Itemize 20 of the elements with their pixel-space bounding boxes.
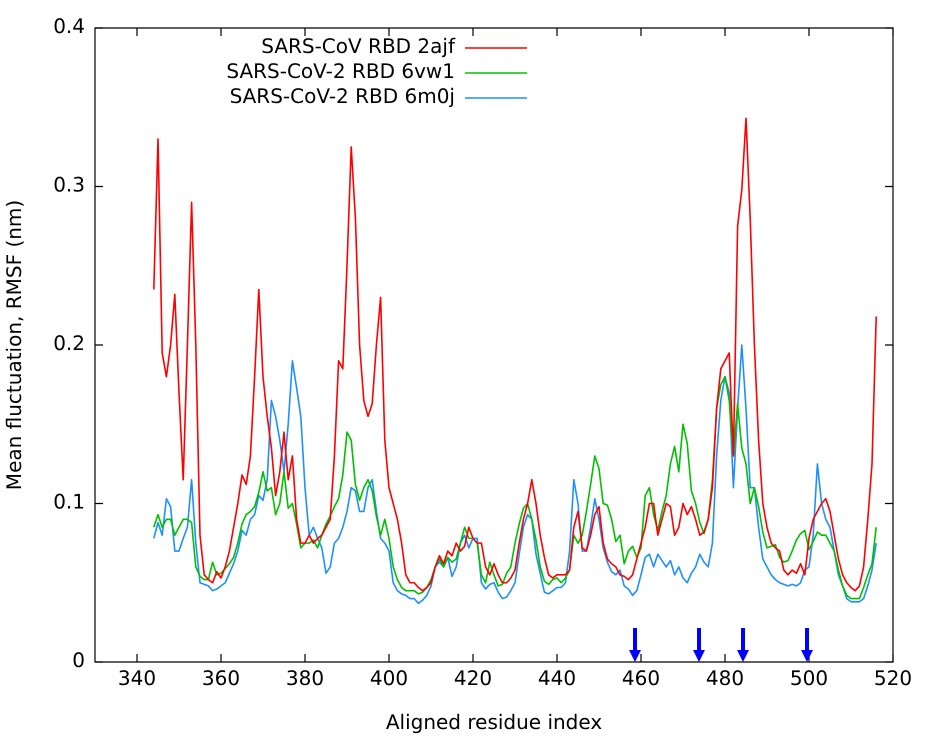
x-tick-label: 420 bbox=[454, 666, 492, 690]
y-tick-label: 0.4 bbox=[53, 14, 85, 38]
x-tick-label: 360 bbox=[202, 666, 240, 690]
legend-label: SARS-CoV RBD 2ajf bbox=[261, 34, 456, 58]
legend-label: SARS-CoV-2 RBD 6vw1 bbox=[226, 59, 455, 84]
x-tick-label: 380 bbox=[286, 666, 324, 690]
x-tick-label: 480 bbox=[706, 666, 744, 690]
y-tick-label: 0.1 bbox=[53, 490, 85, 514]
x-tick-label: 440 bbox=[538, 666, 576, 690]
y-tick-label: 0.2 bbox=[53, 331, 85, 356]
x-axis-title: Aligned residue index bbox=[386, 710, 602, 734]
y-tick-label: 0 bbox=[72, 648, 85, 672]
legend-label: SARS-CoV-2 RBD 6m0j bbox=[230, 84, 455, 108]
x-tick-label: 500 bbox=[790, 666, 828, 690]
y-tick-label: 0.3 bbox=[53, 172, 85, 197]
x-tick-label: 340 bbox=[118, 666, 156, 690]
x-tick-label: 520 bbox=[874, 666, 912, 690]
x-tick-label: 460 bbox=[622, 666, 660, 690]
y-axis-title: Mean fluctuation, RMSF (nm) bbox=[2, 200, 26, 490]
x-tick-label: 400 bbox=[370, 666, 408, 690]
